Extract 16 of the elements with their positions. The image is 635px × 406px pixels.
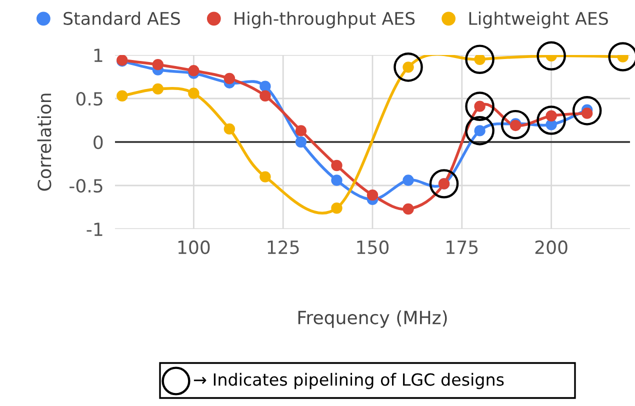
y-tick-label: -1 [86, 222, 102, 236]
y-tick-label: 1 [94, 48, 102, 62]
legend-label: Lightweight AES [469, 12, 608, 28]
y-tick-label: -0.5 [70, 178, 102, 193]
text: → Indicates pipelining of LGC designs [194, 372, 504, 390]
x-tick-label: 175 [446, 240, 478, 254]
x-axis-title: Frequency (MHz) [298, 310, 447, 328]
x-tick-label: 100 [178, 240, 210, 254]
x-tick-label: 125 [268, 240, 299, 254]
y-tick-label: 0.5 [76, 92, 102, 106]
x-tick-label: 150 [357, 240, 389, 254]
legend-label: High-throughput AES [234, 12, 415, 28]
y-tick-label: 0 [94, 135, 103, 150]
x-tick-label: 200 [535, 240, 568, 254]
legend-label: Standard AES [64, 12, 180, 26]
y-axis-title: Correlation [37, 94, 52, 191]
